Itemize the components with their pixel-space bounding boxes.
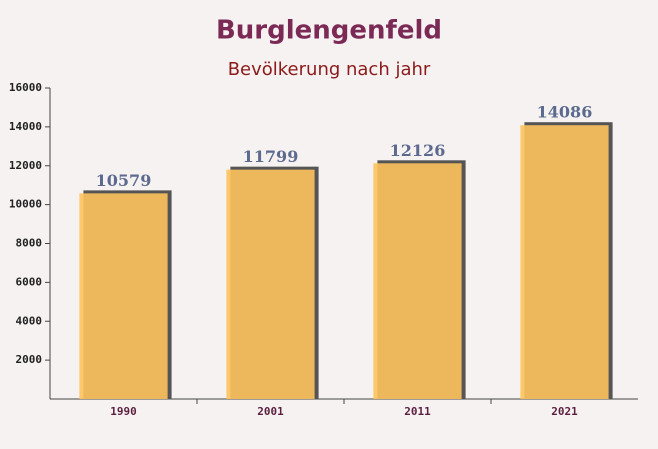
bar (373, 163, 462, 399)
y-tick-label: 14000 (9, 120, 42, 133)
y-tick-label: 2000 (16, 353, 43, 366)
value-label: 10579 (96, 171, 152, 190)
chart-subtitle: Bevölkerung nach jahr (228, 59, 431, 80)
value-label: 12126 (390, 141, 446, 160)
x-tick-label: 1990 (110, 405, 137, 418)
y-tick-label: 10000 (9, 198, 42, 211)
value-label: 14086 (537, 103, 593, 122)
y-tick-label: 6000 (16, 275, 43, 288)
x-tick-label: 2011 (404, 405, 431, 418)
y-tick-label: 16000 (9, 81, 42, 94)
chart-title: Burglengenfeld (216, 16, 442, 46)
y-tick-label: 12000 (9, 159, 42, 172)
x-tick-label: 2001 (257, 405, 284, 418)
bar (226, 169, 315, 399)
value-label: 11799 (243, 147, 299, 166)
y-tick-label: 8000 (16, 237, 43, 250)
x-tick-label: 2021 (551, 405, 578, 418)
bar (79, 193, 168, 399)
y-tick-label: 4000 (16, 314, 43, 327)
bar (520, 125, 609, 400)
